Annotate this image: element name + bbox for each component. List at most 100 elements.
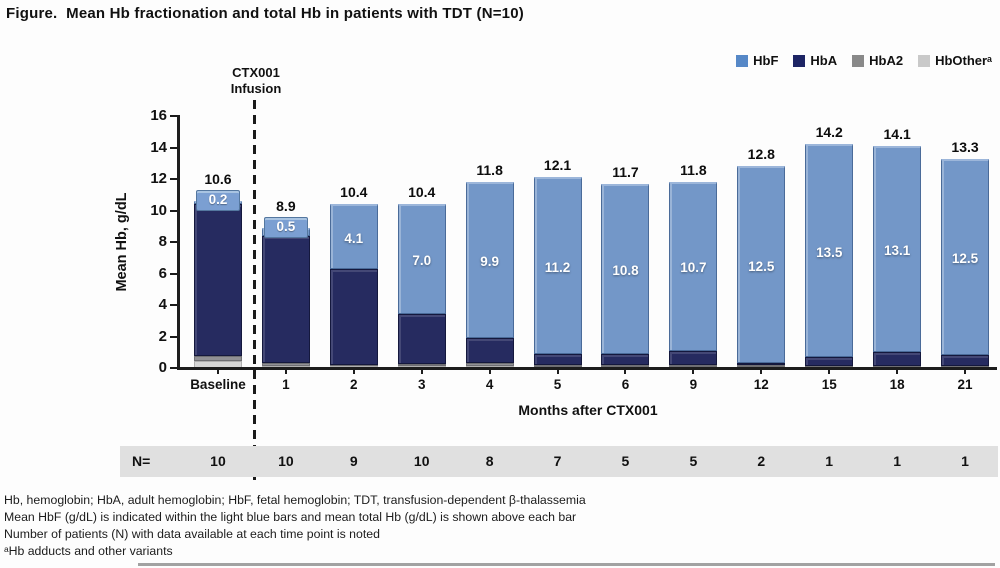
legend-swatch-icon xyxy=(852,54,865,67)
y-tick-mark xyxy=(170,367,177,369)
total-hb-label: 8.9 xyxy=(276,197,296,214)
footnote-line: Hb, hemoglobin; HbA, adult hemoglobin; H… xyxy=(4,493,586,507)
bar-15: 13.5 xyxy=(805,144,854,368)
hbf-value-label: 12.5 xyxy=(951,250,979,266)
x-tick-label: 18 xyxy=(889,377,905,392)
footnote-line: ᵃHb adducts and other variants xyxy=(4,544,173,558)
segment-hbf xyxy=(601,183,650,354)
y-tick-label: 16 xyxy=(150,107,167,124)
n-count-value: 2 xyxy=(757,453,766,469)
segment-hba xyxy=(397,314,446,365)
bottom-rule xyxy=(138,563,995,566)
bar-9: 10.7 xyxy=(669,182,718,368)
y-tick-label: 12 xyxy=(150,170,167,187)
legend-item-hba2: HbA2 xyxy=(852,53,903,68)
x-tick-mark xyxy=(760,370,763,374)
total-hb-label: 12.8 xyxy=(747,146,775,163)
x-tick-mark xyxy=(216,370,219,374)
x-tick-mark xyxy=(556,370,559,374)
hbf-value-label: 10.7 xyxy=(680,260,707,276)
x-tick-label: 2 xyxy=(350,377,358,392)
x-tick-label: 5 xyxy=(553,377,562,392)
segment-hbf xyxy=(805,144,854,357)
x-tick-label: 12 xyxy=(753,377,769,392)
y-axis-title: Mean Hb, g/dL xyxy=(114,192,130,292)
bar-18: 13.1 xyxy=(873,145,922,368)
segment-hba2 xyxy=(737,364,786,368)
infusion-annotation-line1: CTX001 xyxy=(232,65,280,80)
y-tick-mark xyxy=(170,272,177,275)
bar-baseline: 0.2 xyxy=(193,190,242,368)
segment-hbf xyxy=(873,145,922,353)
segment-hbf xyxy=(941,158,990,356)
total-hb-label: 10.4 xyxy=(340,184,368,201)
legend-item-label: HbF xyxy=(753,53,779,68)
legend-item-hbf: HbF xyxy=(736,53,778,68)
hbf-value-chip: 0.2 xyxy=(195,190,240,212)
n-count-value: 9 xyxy=(349,453,358,469)
y-tick-label: 4 xyxy=(158,296,167,313)
segment-hba xyxy=(737,362,786,365)
segment-hbf xyxy=(737,166,786,364)
y-tick-label: 8 xyxy=(158,233,167,250)
x-axis-title: Months after CTX001 xyxy=(518,402,658,418)
total-hb-label: 10.4 xyxy=(408,184,436,201)
hbf-value-label: 7.0 xyxy=(412,253,432,269)
bar-6: 10.8 xyxy=(601,183,650,368)
chart-legend: HbF HbA HbA2 HbOtherᵃ xyxy=(736,53,992,68)
hbf-value-label: 13.5 xyxy=(816,244,843,260)
hbf-value-label: 12.5 xyxy=(748,258,775,274)
legend-swatch-icon xyxy=(918,54,931,67)
segment-hba2 xyxy=(669,364,718,368)
total-hb-label: 11.8 xyxy=(680,162,707,179)
n-count-value: 5 xyxy=(689,453,698,469)
x-tick-mark xyxy=(420,370,423,374)
x-tick-label: 3 xyxy=(417,377,426,392)
x-tick-mark xyxy=(964,370,967,374)
segment-hba xyxy=(805,357,854,367)
legend-swatch-icon xyxy=(793,54,806,67)
segment-hba xyxy=(941,355,990,367)
legend-item-hba: HbA xyxy=(793,53,837,68)
segment-hbf xyxy=(533,177,582,354)
legend-item-hbother: HbOtherᵃ xyxy=(918,53,992,68)
n-count-value: 10 xyxy=(278,453,294,469)
segment-hbf xyxy=(397,204,446,315)
y-tick-mark xyxy=(170,209,177,212)
n-count-value: 1 xyxy=(961,453,969,469)
segment-hba xyxy=(669,350,718,365)
infusion-annotation-line2: Infusion xyxy=(230,81,282,96)
x-tick-label: 15 xyxy=(821,377,837,392)
total-hb-label: 11.8 xyxy=(476,162,503,179)
n-count-value: 1 xyxy=(825,453,834,469)
total-hb-label: 14.2 xyxy=(815,124,843,141)
x-tick-label: 9 xyxy=(689,377,698,392)
infusion-dashed-line xyxy=(253,100,256,480)
y-tick-label: 10 xyxy=(150,201,167,219)
y-tick-mark xyxy=(170,335,177,338)
hbf-value-label: 9.9 xyxy=(480,254,500,270)
x-tick-mark xyxy=(488,370,491,374)
n-count-value: 5 xyxy=(621,453,630,469)
bar-1: 0.5 xyxy=(261,216,310,368)
hbf-value-label: 4.1 xyxy=(344,230,364,246)
segment-hba xyxy=(329,268,378,365)
segment-hbf xyxy=(329,204,378,269)
legend-item-label: HbA2 xyxy=(869,53,904,68)
plot-area: 0.2 10.6 0.5 8.9 4.1 10.4 7.0 10.4 9.9 11.8 11.2 12… xyxy=(180,116,995,368)
total-hb-label: 13.3 xyxy=(951,138,979,155)
total-hb-label: 12.1 xyxy=(543,157,572,174)
y-axis-line xyxy=(177,115,180,369)
y-tick-label: 2 xyxy=(158,327,167,345)
legend-item-label: HbA xyxy=(810,53,838,68)
footnote-line: Mean HbF (g/dL) is indicated within the … xyxy=(4,510,577,524)
segment-hba2 xyxy=(261,362,310,366)
y-tick-mark xyxy=(170,178,177,180)
total-hb-label: 14.1 xyxy=(883,125,911,142)
hbf-value-label: 10.8 xyxy=(612,262,639,278)
total-hb-label: 11.7 xyxy=(612,163,639,180)
segment-hba xyxy=(873,352,922,367)
bar-4: 9.9 xyxy=(465,182,514,368)
segment-hbf xyxy=(465,182,514,339)
